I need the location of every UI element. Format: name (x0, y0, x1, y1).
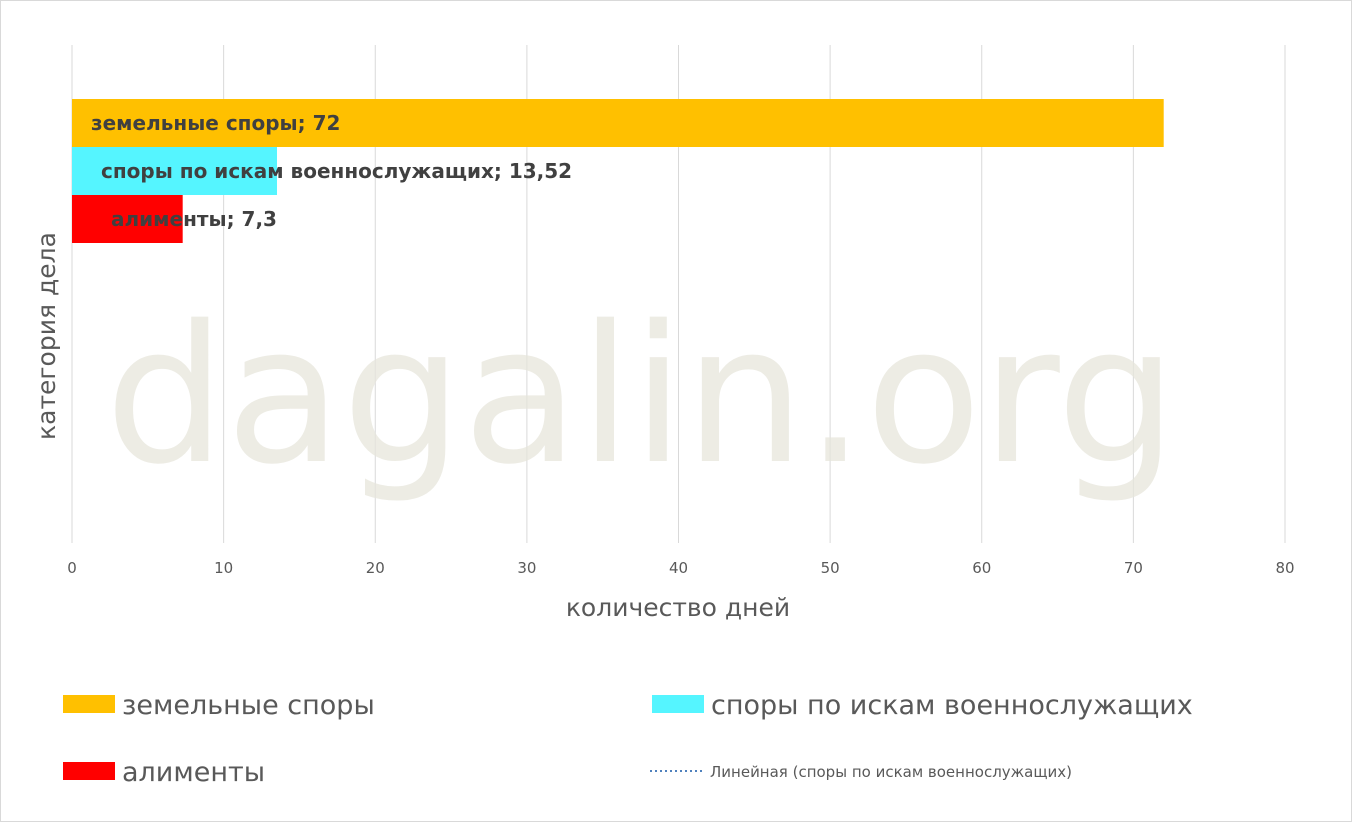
x-tick-label: 30 (517, 559, 536, 577)
bar-military-claims-data-label: споры по искам военнослужащих; 13,52 (101, 159, 572, 183)
watermark: dagalin.org (105, 285, 1177, 506)
x-tick-label: 60 (972, 559, 991, 577)
legend-label-trendline: Линейная (споры по искам военнослужащих) (710, 763, 1072, 781)
legend-label-alimony: алименты (122, 757, 265, 788)
bar-alimony (72, 195, 183, 243)
legend-label-military-claims: споры по искам военнослужащих (711, 690, 1193, 721)
legend-label-land-disputes: земельные споры (122, 690, 375, 721)
bar-land-disputes (72, 99, 1164, 147)
x-axis-title: количество дней (566, 593, 790, 622)
legend-swatch-military-claims (652, 695, 704, 713)
x-tick-label: 70 (1124, 559, 1143, 577)
bar-land-disputes-data-label: земельные споры; 72 (91, 111, 340, 135)
legend-swatch-land-disputes (63, 695, 115, 713)
y-axis-title: категория дела (32, 232, 61, 440)
x-tick-label: 20 (366, 559, 385, 577)
legend: земельные споры споры по искам военнослу… (63, 690, 1193, 788)
x-tick-label: 50 (821, 559, 840, 577)
bar-labels: земельные споры; 72 споры по искам военно… (91, 111, 572, 231)
x-tick-label: 0 (67, 559, 77, 577)
x-tick-labels: 0 10 20 30 40 50 60 70 80 (67, 559, 1294, 577)
x-tick-label: 40 (669, 559, 688, 577)
bars (72, 99, 1164, 243)
x-tick-label: 80 (1275, 559, 1294, 577)
bar-alimony-data-label: алименты; 7,3 (111, 207, 277, 231)
legend-swatch-alimony (63, 762, 115, 780)
bar-military-claims (72, 147, 277, 195)
x-tick-label: 10 (214, 559, 233, 577)
